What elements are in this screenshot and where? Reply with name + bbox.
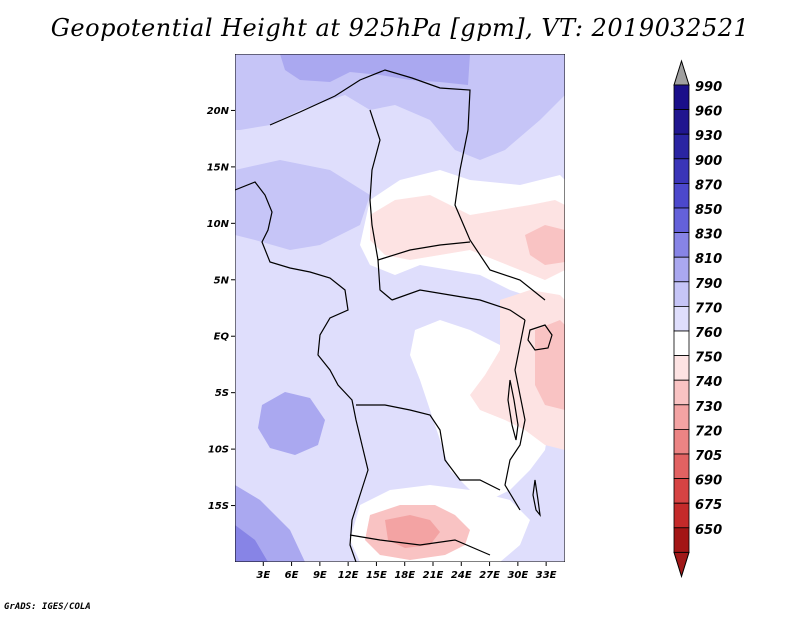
lon-tick-label: 9E xyxy=(313,570,327,581)
lon-tick-label: 6E xyxy=(285,570,299,581)
colorbar-cell xyxy=(673,281,690,307)
colorbar-cell xyxy=(673,133,690,160)
colorbar-cell xyxy=(673,109,690,135)
shade-810-atlantic xyxy=(258,392,325,455)
grads-credit: GrADS: IGES/COLA xyxy=(4,602,91,612)
pink-east-strong xyxy=(535,320,565,410)
colorbar-label: 690 xyxy=(695,474,722,489)
colorbar-cell xyxy=(673,305,690,332)
colorbar-label: 960 xyxy=(695,105,722,120)
lon-tick-label: 3E xyxy=(256,570,270,581)
lon-tick-label: 21E xyxy=(423,570,444,581)
lon-tick-label: 33E xyxy=(536,570,557,581)
lon-tick-label: 15E xyxy=(366,570,387,581)
lat-tick-label: 5S xyxy=(215,388,229,399)
lat-axis: 20N 15N 10N 5N EQ 5S 10S 15S xyxy=(207,106,235,512)
colorbar-cell xyxy=(673,355,690,381)
colorbar-label: 720 xyxy=(695,424,722,439)
colorbar-cell xyxy=(673,379,690,406)
colorbar-label: 650 xyxy=(695,523,722,538)
lon-tick-label: 18E xyxy=(394,570,415,581)
colorbar-cell xyxy=(673,232,690,258)
shade-810-north xyxy=(280,54,470,85)
colorbar-bottom-arrow xyxy=(673,551,690,579)
lat-tick-label: EQ xyxy=(214,332,230,343)
colorbar-cell xyxy=(673,330,690,357)
field-shading xyxy=(235,54,565,562)
pink-sahel-region xyxy=(370,195,565,280)
colorbar-cell xyxy=(673,256,690,283)
colorbar-cell xyxy=(673,527,690,553)
lat-tick-label: 5N xyxy=(214,275,230,286)
pink-strong-east xyxy=(525,225,565,265)
colorbar-cell xyxy=(673,404,690,430)
lat-tick-label: 10N xyxy=(207,219,230,230)
colorbar-label: 810 xyxy=(695,252,722,267)
colorbar-label: 790 xyxy=(695,277,722,292)
colorbar-cells xyxy=(673,59,690,579)
pink-south-strong xyxy=(385,515,440,548)
lon-axis: 3E 6E 9E 12E 15E 18E 21E 24E 27E 30E 33E xyxy=(256,562,557,581)
lon-tick-label: 24E xyxy=(451,570,472,581)
colorbar-label: 850 xyxy=(695,203,722,218)
colorbar-label: 675 xyxy=(695,498,722,513)
colorbar-label: 930 xyxy=(695,129,722,144)
colorbar-label: 760 xyxy=(695,326,722,341)
colorbar-label: 870 xyxy=(695,178,722,193)
colorbar-cell xyxy=(673,428,690,455)
colorbar-label: 770 xyxy=(695,301,722,316)
colorbar-cell xyxy=(673,182,690,209)
colorbar-label: 705 xyxy=(695,449,722,464)
lon-tick-label: 27E xyxy=(479,570,500,581)
colorbar-labels: 990 960 930 900 870 850 830 810 790 770 760 750 740 7… xyxy=(695,80,722,538)
lon-tick-label: 12E xyxy=(338,570,359,581)
colorbar-label: 730 xyxy=(695,400,722,415)
lat-tick-label: 10S xyxy=(208,445,229,456)
coastlines xyxy=(235,69,553,562)
colorbar-cell xyxy=(673,478,690,504)
colorbar-label: 750 xyxy=(695,351,722,366)
colorbar-label: 900 xyxy=(695,154,722,169)
colorbar-cell xyxy=(673,502,690,529)
lat-tick-label: 20N xyxy=(207,106,230,117)
colorbar-label: 990 xyxy=(695,80,722,95)
colorbar-cell xyxy=(673,207,690,234)
lon-tick-label: 30E xyxy=(507,570,528,581)
lat-tick-label: 15S xyxy=(208,501,229,512)
colorbar-label: 830 xyxy=(695,228,722,243)
map-title: Geopotential Height at 925hPa [gpm], VT:… xyxy=(50,14,750,42)
colorbar-cell xyxy=(673,158,690,184)
colorbar-cell xyxy=(673,453,690,480)
lat-tick-label: 15N xyxy=(207,162,230,173)
shade-830-southwest xyxy=(235,525,268,562)
colorbar-top-arrow xyxy=(673,59,690,86)
colorbar-cell xyxy=(673,84,690,111)
colorbar-label: 740 xyxy=(695,375,722,390)
